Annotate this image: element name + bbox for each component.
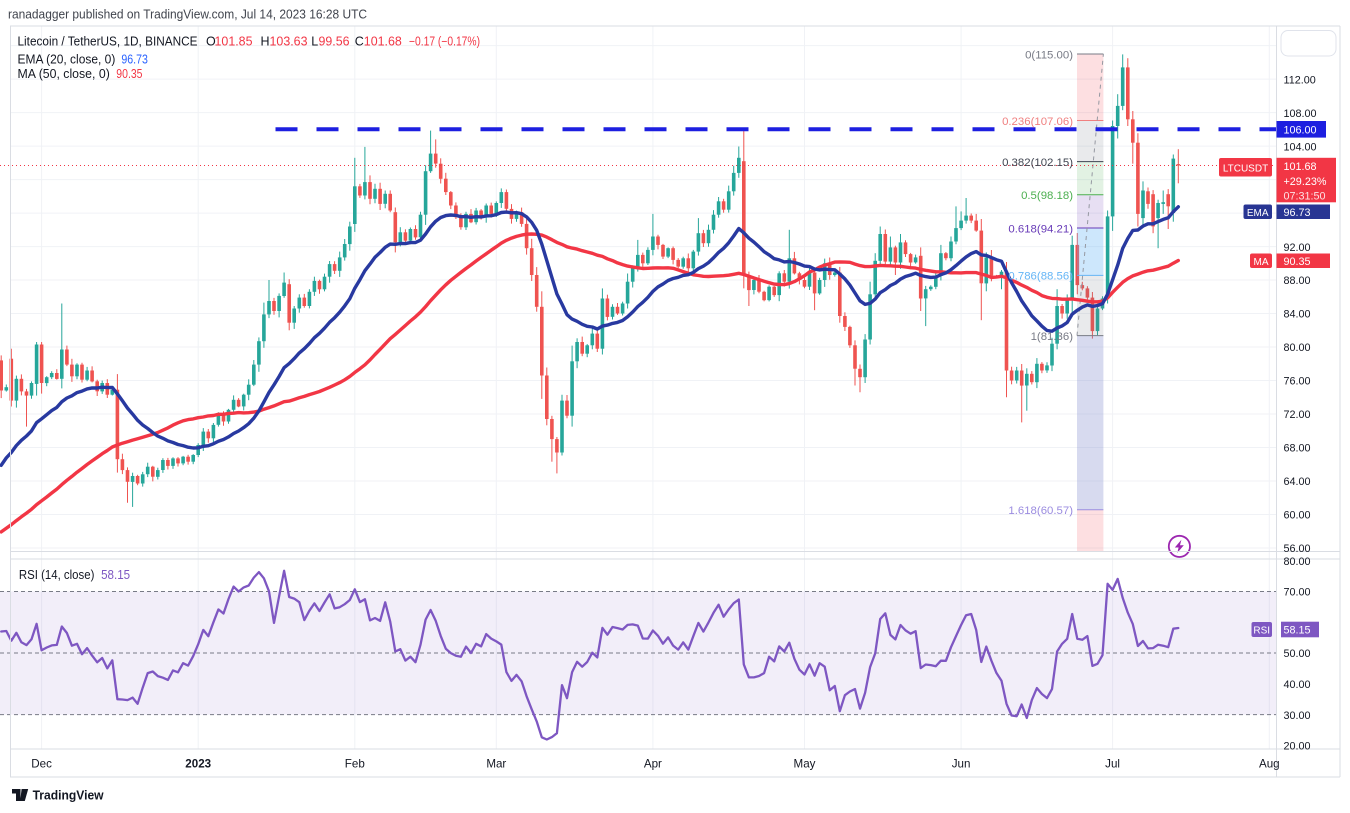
svg-text:LTCUSDT: LTCUSDT: [1223, 163, 1268, 174]
svg-text:07:31:50: 07:31:50: [1284, 191, 1326, 203]
svg-text:60.00: 60.00: [1284, 510, 1311, 522]
svg-text:C: C: [355, 35, 364, 49]
svg-text:Litecoin / TetherUS, 1D, BINAN: Litecoin / TetherUS, 1D, BINANCE: [18, 35, 198, 49]
svg-text:Jul: Jul: [1105, 758, 1120, 771]
svg-text:−0.17 (−0.17%): −0.17 (−0.17%): [409, 35, 480, 49]
svg-text:MA (50, close, 0): MA (50, close, 0): [18, 67, 110, 81]
svg-text:80.00: 80.00: [1284, 342, 1311, 354]
svg-text:90.35: 90.35: [116, 67, 142, 81]
svg-text:0.5(98.18): 0.5(98.18): [1021, 190, 1073, 202]
svg-text:40.00: 40.00: [1284, 679, 1311, 691]
svg-text:84.00: 84.00: [1284, 309, 1311, 321]
svg-text:101.68: 101.68: [1284, 161, 1317, 173]
svg-text:L: L: [311, 35, 318, 49]
svg-text:Mar: Mar: [486, 758, 506, 771]
svg-text:50.00: 50.00: [1284, 648, 1311, 660]
svg-text:68.00: 68.00: [1284, 443, 1311, 455]
svg-text:104.00: 104.00: [1284, 141, 1317, 153]
svg-text:Dec: Dec: [31, 758, 52, 771]
svg-text:Aug: Aug: [1259, 758, 1280, 771]
svg-text:+29.23%: +29.23%: [1284, 176, 1327, 188]
svg-text:May: May: [794, 758, 816, 771]
svg-text:99.56: 99.56: [319, 35, 350, 49]
svg-text:Feb: Feb: [345, 758, 365, 771]
svg-text:Apr: Apr: [644, 758, 662, 771]
svg-text:20.00: 20.00: [1284, 741, 1311, 753]
svg-text:58.15: 58.15: [1284, 625, 1311, 637]
svg-text:RSI (14, close): RSI (14, close): [19, 568, 95, 582]
svg-text:92.00: 92.00: [1284, 242, 1311, 254]
svg-text:ranadagger published on Tradin: ranadagger published on TradingView.com,…: [8, 8, 367, 22]
svg-text:96.73: 96.73: [121, 53, 148, 67]
svg-text:0.786(88.56): 0.786(88.56): [1008, 271, 1073, 283]
svg-text:70.00: 70.00: [1284, 587, 1311, 599]
svg-text:101.85: 101.85: [215, 35, 253, 49]
svg-text:76.00: 76.00: [1284, 376, 1311, 388]
svg-text:101.68: 101.68: [364, 35, 402, 49]
svg-text:TradingView: TradingView: [33, 788, 105, 803]
svg-text:0(115.00): 0(115.00): [1025, 49, 1073, 61]
svg-text:108.00: 108.00: [1284, 108, 1317, 120]
svg-text:H: H: [261, 35, 270, 49]
svg-text:Jun: Jun: [952, 758, 971, 771]
svg-text:64.00: 64.00: [1284, 476, 1311, 488]
svg-text:96.73: 96.73: [1284, 207, 1311, 219]
svg-text:88.00: 88.00: [1284, 275, 1311, 287]
svg-text:0.382(102.15): 0.382(102.15): [1002, 157, 1073, 169]
svg-text:1(81.36): 1(81.36): [1031, 331, 1074, 343]
svg-text:90.35: 90.35: [1284, 256, 1311, 268]
svg-text:56.00: 56.00: [1284, 543, 1311, 555]
svg-text:80.00: 80.00: [1284, 556, 1311, 568]
svg-text:112.00: 112.00: [1284, 74, 1316, 86]
svg-text:MA: MA: [1254, 257, 1269, 268]
svg-text:72.00: 72.00: [1284, 409, 1311, 421]
svg-text:RSI: RSI: [1253, 626, 1270, 637]
svg-text:30.00: 30.00: [1284, 710, 1311, 722]
svg-text:1.618(60.57): 1.618(60.57): [1008, 505, 1073, 517]
svg-text:103.63: 103.63: [270, 35, 308, 49]
svg-text:O: O: [206, 35, 216, 49]
svg-text:0.618(94.21): 0.618(94.21): [1008, 223, 1073, 235]
svg-text:EMA: EMA: [1247, 208, 1269, 219]
svg-text:EMA (20, close, 0): EMA (20, close, 0): [18, 53, 116, 67]
svg-text:2023: 2023: [185, 758, 211, 771]
svg-text:0.236(107.06): 0.236(107.06): [1002, 116, 1073, 128]
svg-text:58.15: 58.15: [101, 568, 130, 582]
svg-text:106.00: 106.00: [1284, 125, 1317, 137]
